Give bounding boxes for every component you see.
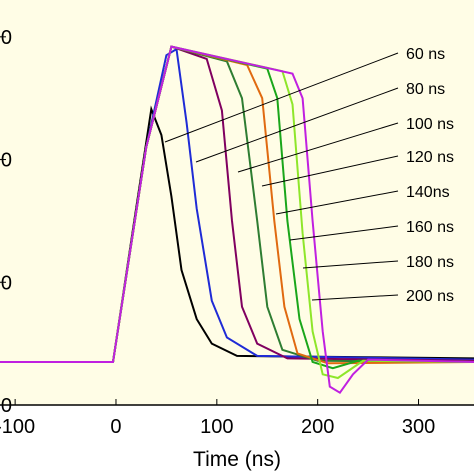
leader-line <box>261 155 399 187</box>
leader-line <box>275 190 399 215</box>
series-label: 60 ns <box>406 46 445 63</box>
leader-line <box>164 52 399 143</box>
x-tick-label: -100 <box>0 416 35 438</box>
x-axis-label: Time (ns) <box>193 448 281 471</box>
series-label: 180 ns <box>406 254 454 271</box>
leader-line <box>237 122 399 173</box>
series-label: 120 ns <box>406 149 454 166</box>
y-tick-label: 300 <box>0 27 12 49</box>
series-label: 100 ns <box>406 116 454 133</box>
leader-line <box>311 294 399 301</box>
x-tick-label: 100 <box>200 416 233 438</box>
x-tick-label: 300 <box>402 416 435 438</box>
series-label: 160 ns <box>406 219 454 236</box>
y-tick-label: 0 <box>1 395 12 417</box>
series-label: 80 ns <box>406 81 445 98</box>
leader-line <box>302 260 399 269</box>
x-tick-label: 0 <box>110 416 121 438</box>
y-tick-label: 100 <box>0 272 12 294</box>
plot-area <box>0 0 474 405</box>
leader-line <box>289 225 399 241</box>
series-line <box>0 45 474 395</box>
y-tick-label: 200 <box>0 150 12 172</box>
series-label: 140ns <box>406 184 450 201</box>
series-label: 200 ns <box>406 288 454 305</box>
leader-line <box>195 87 399 163</box>
x-tick-label: 200 <box>301 416 334 438</box>
